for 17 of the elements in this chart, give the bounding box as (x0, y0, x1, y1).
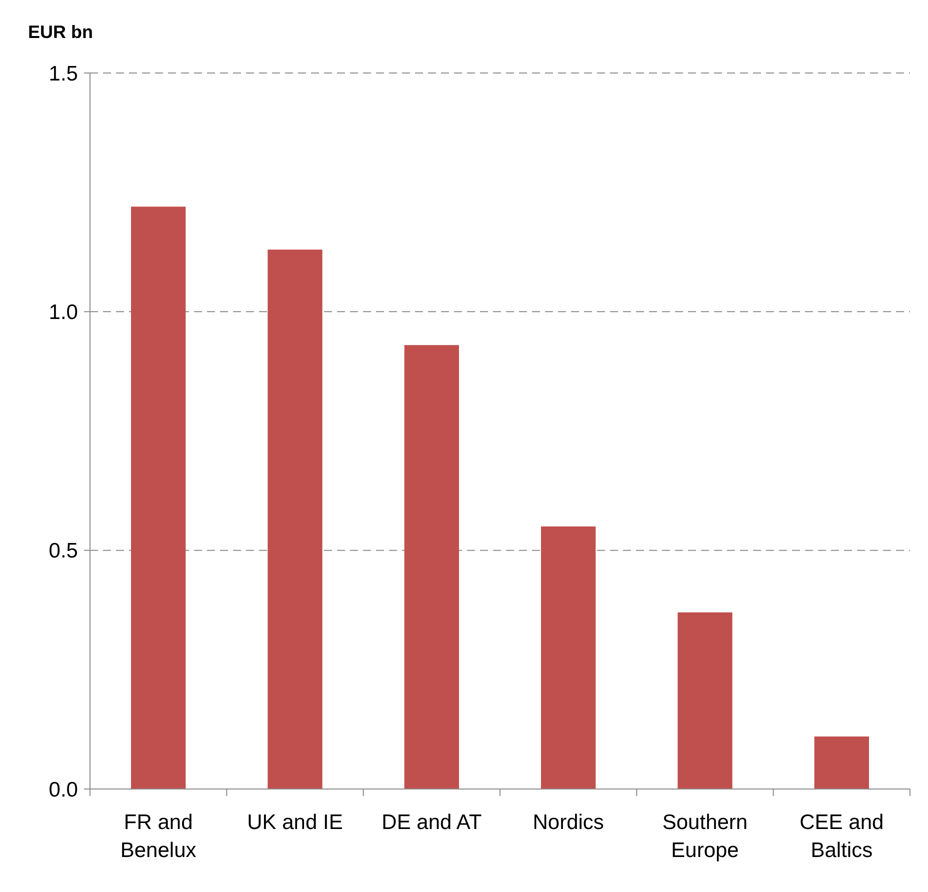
bar (678, 612, 732, 789)
y-tick-label: 0.0 (48, 778, 78, 802)
y-tick-label: 1.5 (48, 62, 78, 86)
bar (268, 250, 322, 789)
x-tick-label: CEE and Baltics (800, 811, 884, 862)
y-axis-title: EUR bn (28, 22, 93, 42)
x-tick-label: DE and AT (382, 811, 482, 834)
y-tick-label: 1.0 (48, 301, 78, 324)
x-tick-label: UK and IE (247, 811, 343, 834)
bar (541, 526, 596, 789)
x-tick-label: Nordics (532, 811, 604, 834)
bar (131, 206, 186, 789)
x-tick-label: FR and Benelux (120, 811, 197, 862)
x-tick-label: Southern Europe (662, 811, 748, 862)
y-tick-label: 0.5 (48, 540, 78, 563)
bar (814, 736, 869, 789)
bar (404, 345, 459, 789)
